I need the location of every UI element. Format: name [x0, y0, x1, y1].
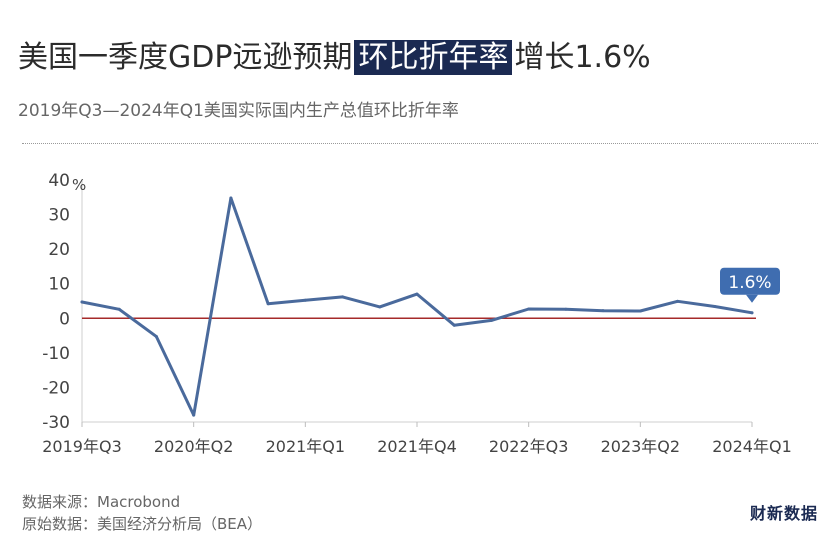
data-point [452, 323, 456, 327]
y-tick-label: 20 [48, 240, 70, 260]
caixin-data-logo: 财新数据 [749, 504, 818, 523]
chart-subtitle: 2019年Q3—2024年Q1美国实际国内生产总值环比折年率 [18, 101, 459, 121]
y-tick-label: 10 [48, 275, 70, 295]
data-point [527, 307, 531, 311]
data-point [489, 318, 493, 322]
y-tick-label: -20 [42, 378, 70, 398]
data-point [80, 300, 84, 304]
y-tick-label: -30 [42, 413, 70, 433]
last-value-callout-label: 1.6% [728, 273, 771, 293]
data-point [564, 307, 568, 311]
data-point [192, 413, 196, 417]
data-point [117, 307, 121, 311]
data-point [750, 311, 754, 315]
x-tick-label: 2023年Q2 [601, 437, 681, 456]
x-tick-label: 2021年Q1 [266, 437, 346, 456]
title-highlight: 环比折年率 [354, 40, 513, 75]
source-line-macrobond: 数据来源：Macrobond [22, 493, 181, 511]
y-unit-label: % [72, 176, 86, 194]
data-point [676, 299, 680, 303]
data-point [303, 298, 307, 302]
x-tick-label: 2021年Q4 [377, 437, 457, 456]
last-value-callout-box [720, 267, 780, 295]
data-point [638, 309, 642, 313]
title-text-after: 增长1.6% [514, 40, 651, 75]
y-tick-label: 30 [48, 206, 70, 226]
x-tick-label: 2019年Q3 [42, 437, 122, 456]
last-value-callout-pointer [746, 294, 758, 303]
data-point [601, 309, 605, 313]
source-notes: 数据来源：Macrobond 原始数据：美国经济分析局（BEA） [22, 491, 262, 535]
x-tick-label: 2022年Q3 [489, 437, 569, 456]
data-point [229, 196, 233, 200]
data-point [341, 295, 345, 299]
title-text-before: 美国一季度GDP远逊预期 [18, 40, 353, 75]
x-tick-label: 2024年Q1 [712, 437, 792, 456]
y-tick-label: 0 [59, 309, 70, 329]
data-point [266, 302, 270, 306]
x-tick-label: 2020年Q2 [154, 437, 234, 456]
y-tick-label: 40 [48, 171, 70, 191]
y-tick-label: -10 [42, 344, 70, 364]
gdp-series-line [80, 196, 754, 417]
data-point [713, 305, 717, 309]
data-point [378, 305, 382, 309]
chart-title: 美国一季度GDP远逊预期 环比折年率 增长1.6% [18, 38, 651, 78]
title-divider [22, 143, 818, 144]
data-point [415, 292, 419, 296]
data-point [154, 335, 158, 339]
source-line-bea: 原始数据：美国经济分析局（BEA） [22, 515, 263, 533]
